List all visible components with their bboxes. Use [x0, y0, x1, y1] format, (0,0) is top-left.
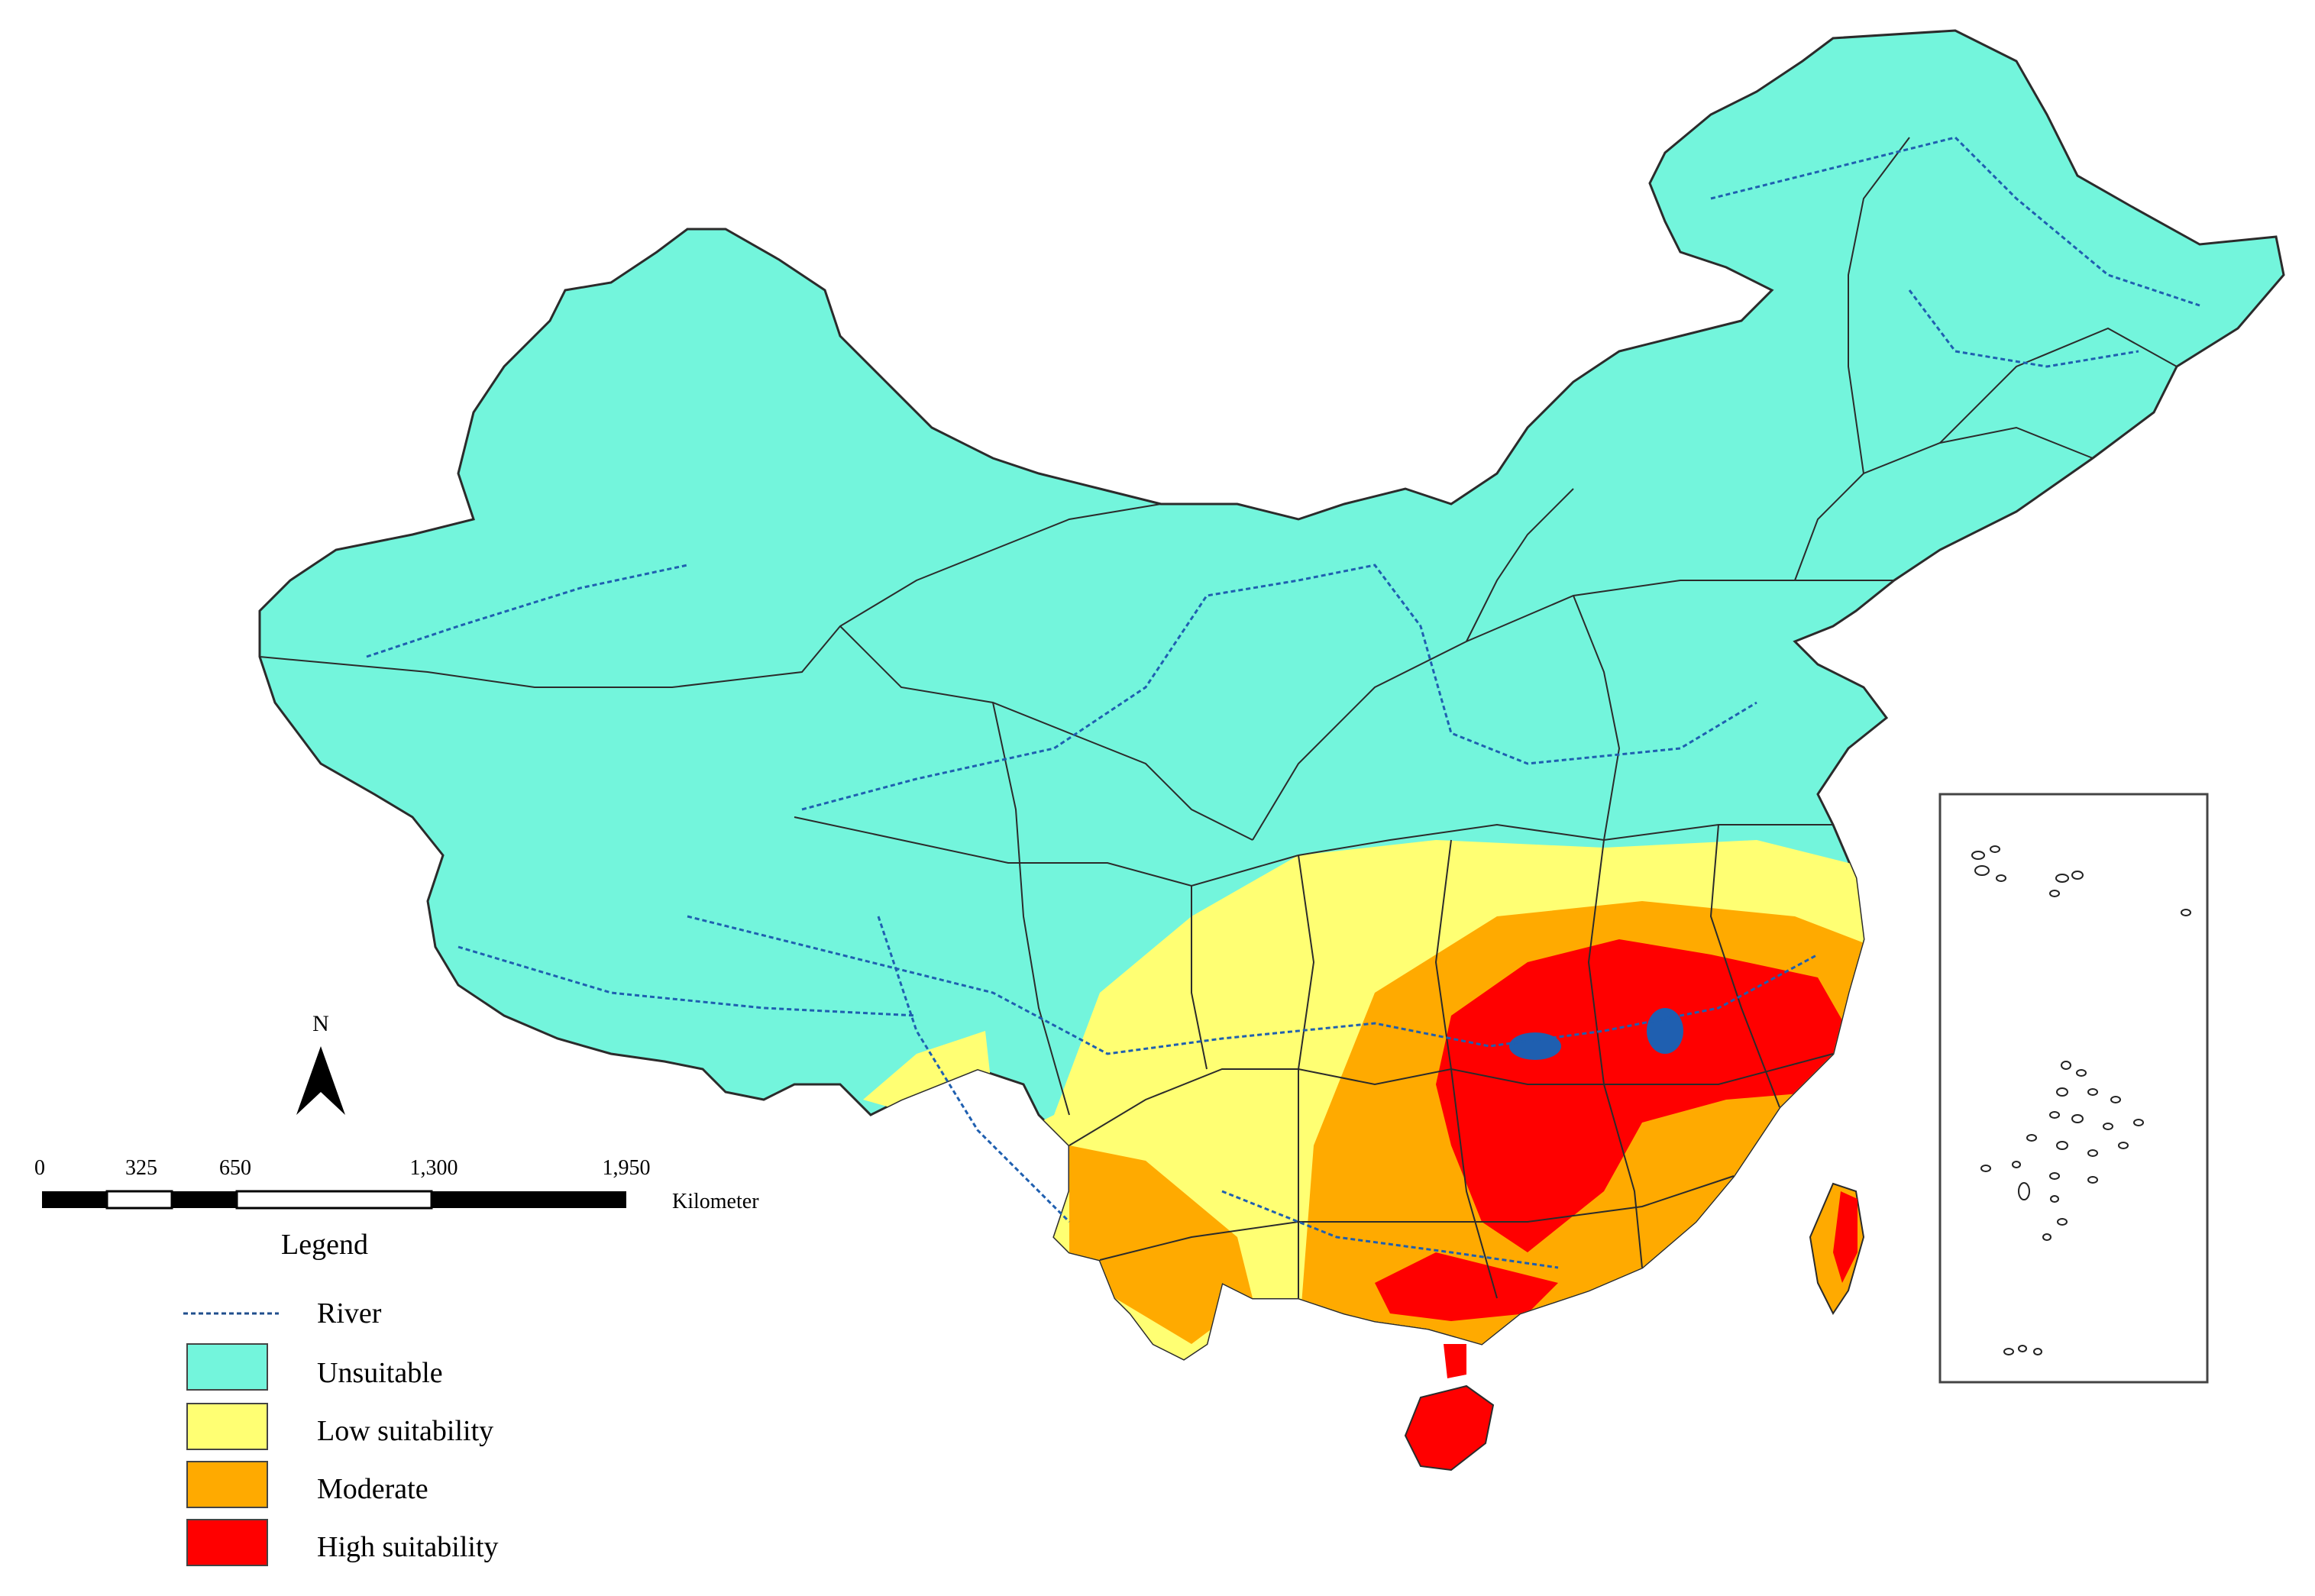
legend-high-label: High suitability: [317, 1531, 499, 1563]
legend-low-label: Low suitability: [317, 1415, 493, 1447]
rivers: [366, 136, 2200, 1269]
scale-seg-3: [172, 1191, 237, 1208]
legend-moderate-swatch: [186, 1461, 268, 1508]
river-yellow: [801, 564, 1757, 811]
legend-moderate-label: Moderate: [317, 1473, 428, 1505]
scale-seg-5: [432, 1191, 626, 1208]
legend: Legend River Unsuitable Low suitability …: [183, 1229, 499, 1566]
scale-tick-650: 650: [219, 1156, 251, 1180]
north-arrow-icon: [296, 1046, 345, 1115]
inset-frame: [1938, 793, 2209, 1384]
scale-seg-4: [235, 1190, 433, 1210]
province-boundaries: [259, 137, 2178, 1299]
taiwan-high-zone: [1833, 1191, 1857, 1283]
river-yarlung: [458, 945, 917, 1017]
legend-unsuitable-label: Unsuitable: [317, 1357, 443, 1389]
scale-seg-2: [105, 1190, 173, 1210]
scale-seg-1: [42, 1191, 107, 1208]
lake-poyang: [1647, 1008, 1683, 1054]
river-songhua: [1908, 289, 2139, 368]
scale-tick-1950: 1,950: [603, 1156, 651, 1180]
legend-unsuitable-swatch: [186, 1343, 268, 1391]
legend-title: Legend: [281, 1229, 368, 1261]
river-mekong: [877, 916, 1071, 1223]
river-pearl: [1221, 1190, 1559, 1269]
leizhou-high-zone: [1444, 1344, 1466, 1378]
legend-low-swatch: [186, 1403, 268, 1450]
scale-tick-325: 325: [125, 1156, 157, 1180]
scale-tick-0: 0: [34, 1156, 45, 1180]
north-arrow: N: [296, 1011, 345, 1115]
hainan-island: [1404, 1384, 1495, 1472]
south-china-sea-inset: [1938, 793, 2209, 1384]
legend-river-label: River: [317, 1297, 382, 1329]
river-tarim: [366, 564, 688, 658]
scale-tick-1300: 1,300: [410, 1156, 458, 1180]
legend-high-swatch: [186, 1519, 268, 1566]
river-heilong: [1710, 136, 2200, 307]
high-suitability-zone-south: [1375, 1252, 1558, 1321]
scale-bar: 0 325 650 1,300 1,950 Kilometer: [34, 1156, 759, 1213]
river-yangtze: [687, 915, 1819, 1055]
inset-islands: [1971, 845, 2191, 1355]
scale-unit: Kilometer: [672, 1190, 759, 1213]
north-label: N: [312, 1011, 329, 1036]
